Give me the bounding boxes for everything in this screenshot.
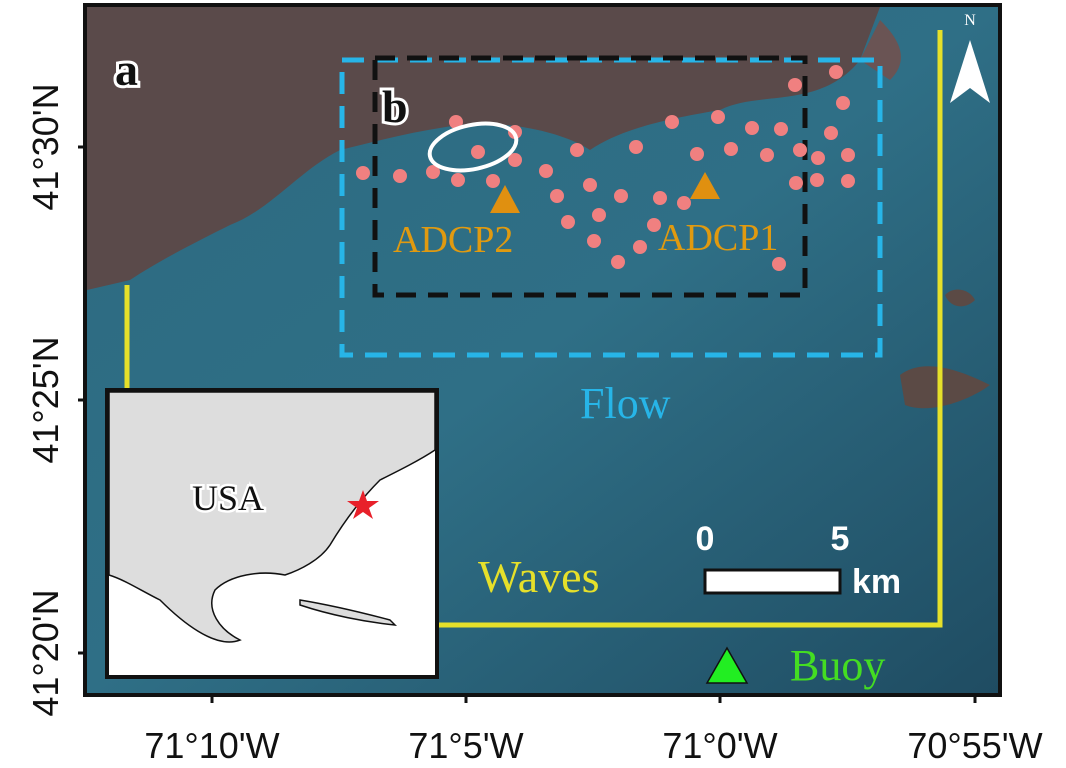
x-tick-label: 71°0'W [662,725,777,766]
panel-b-label: b [382,81,408,132]
sample-point [561,215,575,229]
buoy-label: Buoy [790,641,885,690]
sample-point [570,143,584,157]
scale-bar [705,570,840,593]
sample-point [583,178,597,192]
x-tick-label: 70°55'W [907,725,1042,766]
sample-point [793,143,807,157]
inset-country-label: USA [192,478,264,518]
adcp2-label: ADCP2 [393,219,513,261]
y-tick-label: 41°20'N [25,589,66,716]
sample-point [592,208,606,222]
sample-point [471,145,485,159]
sample-point [711,110,725,124]
sample-point [824,126,838,140]
sample-point [486,174,500,188]
inset-map: USA [107,390,437,677]
x-tick-label: 71°10'W [144,725,279,766]
sample-point [633,240,647,254]
sample-point [539,164,553,178]
sample-point [760,148,774,162]
sample-point [653,191,667,205]
sample-point [393,169,407,183]
sample-point [829,65,843,79]
x-tick-label: 71°5'W [408,725,523,766]
sample-point [451,173,465,187]
sample-point [629,140,643,154]
sample-point [836,96,850,110]
sample-point [841,148,855,162]
sample-point [810,173,824,187]
sample-point [611,255,625,269]
panel-a-label: a [115,44,138,95]
waves-label: Waves [478,551,599,602]
scale-end: 5 [831,520,850,558]
sample-point [690,147,704,161]
sample-point [841,174,855,188]
sample-point [789,176,803,190]
sample-point [665,115,679,129]
sample-point [356,166,370,180]
adcp1-label: ADCP1 [658,217,778,259]
scale-unit: km [852,563,901,601]
sample-point [550,189,564,203]
y-tick-label: 41°30'N [25,83,66,210]
y-tick-label: 41°25'N [25,336,66,463]
north-label: N [964,12,976,29]
sample-point [774,122,788,136]
sample-point [587,234,601,248]
scale-start: 0 [696,520,715,558]
sample-point [788,78,802,92]
map-figure: ADCP2 ADCP1 Flow Waves Buoy a b N 0 5 km… [0,0,1066,768]
sample-point [724,142,738,156]
flow-label: Flow [580,379,671,428]
sample-point [745,121,759,135]
sample-point [772,257,786,271]
sample-point [677,196,691,210]
sample-point [614,189,628,203]
sample-point [811,151,825,165]
